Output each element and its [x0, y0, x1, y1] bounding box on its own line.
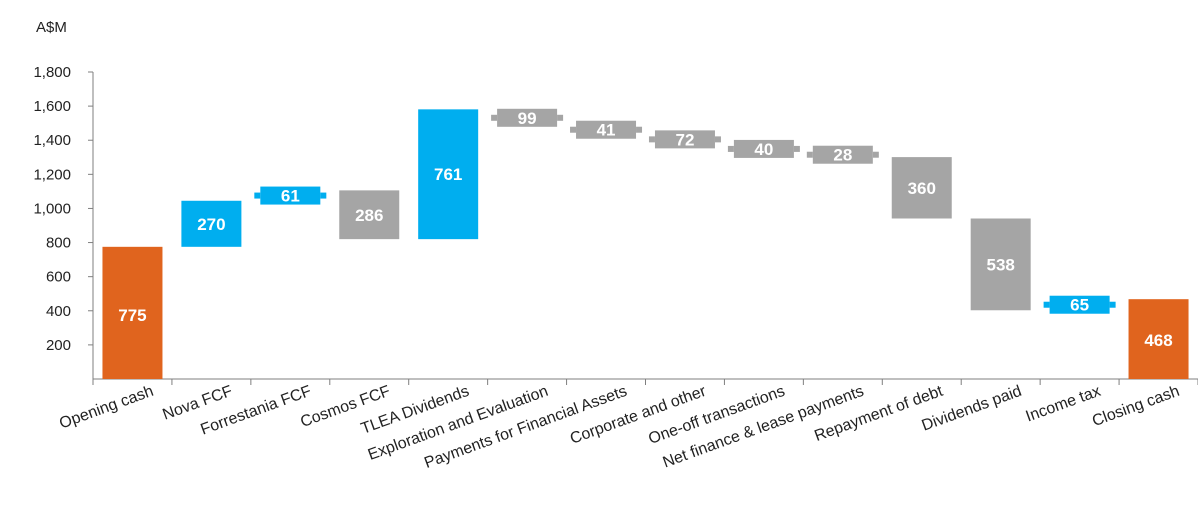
bar-group: 65	[1043, 295, 1116, 315]
bar	[497, 108, 558, 127]
bar-connector-stub	[570, 126, 577, 133]
bar	[812, 145, 873, 164]
bar-group: 468	[1128, 299, 1189, 379]
y-tick-label: 1,800	[33, 64, 71, 81]
bar-value-label: 286	[355, 206, 383, 225]
bar	[339, 190, 400, 240]
y-tick-label: 400	[46, 303, 71, 320]
y-tick-label: 1,400	[33, 132, 71, 149]
bar-group: 99	[491, 108, 564, 128]
bar-value-label: 65	[1070, 296, 1089, 315]
bar-group: 775	[102, 246, 163, 379]
y-tick-label: 1,200	[33, 166, 71, 183]
bar	[260, 186, 321, 205]
unit-label: A$M	[36, 19, 67, 36]
bar-group: 270	[181, 200, 242, 247]
bar-connector-stub	[1109, 301, 1116, 308]
bar-value-label: 538	[986, 255, 1014, 274]
bar-connector-stub	[320, 192, 327, 199]
bar	[102, 246, 163, 379]
bar-value-label: 61	[281, 187, 300, 206]
category-label: Corporate and other	[568, 383, 709, 448]
bar-connector-stub	[714, 136, 721, 143]
y-axis: 200 400 600 800 1,000 1,200 1,400 1,600 1,800	[33, 64, 94, 379]
bar-connector-stub	[806, 151, 813, 158]
bar-connector-stub	[727, 145, 734, 152]
y-tick-label: 200	[46, 337, 71, 354]
x-axis	[92, 378, 1198, 385]
category-label: Repayment of debt	[812, 383, 945, 445]
bar-group: 61	[254, 186, 327, 206]
bar-value-label: 40	[754, 140, 773, 159]
bar-group: 538	[970, 218, 1031, 311]
bar	[733, 139, 794, 158]
bar-value-label: 41	[597, 121, 616, 140]
bar	[418, 109, 479, 240]
bar-value-label: 360	[908, 179, 936, 198]
bar	[181, 200, 242, 247]
bar-connector-stub	[872, 151, 879, 158]
y-tick-label: 800	[46, 235, 71, 252]
bar-value-label: 761	[434, 165, 462, 184]
bar-value-label: 775	[118, 306, 146, 325]
bar-value-label: 72	[676, 130, 695, 149]
bar	[576, 120, 637, 139]
bar-group: 28	[806, 145, 879, 165]
bar-connector-stub	[254, 192, 261, 199]
bar-value-label: 28	[833, 146, 852, 165]
category-label: Closing cash	[1090, 383, 1182, 430]
y-tick-label: 1,600	[33, 98, 71, 115]
category-label: Opening cash	[57, 383, 156, 433]
bar-value-label: 99	[518, 109, 537, 128]
bar-connector-stub	[636, 126, 643, 133]
y-tick-label: 1,000	[33, 200, 71, 217]
bar	[970, 218, 1031, 311]
bar-value-label: 468	[1144, 331, 1172, 350]
y-tick-label: 600	[46, 269, 71, 286]
bar-group: 41	[570, 120, 643, 140]
bar-connector-stub	[793, 145, 800, 152]
bar-group: 286	[339, 190, 400, 240]
bar	[1049, 295, 1110, 314]
bar	[1128, 299, 1189, 379]
bar-value-label: 270	[197, 215, 225, 234]
bar-group: 72	[648, 130, 721, 149]
bar-connector-stub	[491, 114, 498, 121]
bar	[891, 157, 952, 219]
bar-group: 761	[418, 109, 479, 240]
bar-connector-stub	[648, 136, 655, 143]
bars: 775 270 61 286 761 99 41 72 40 28 360 538 65 468	[102, 108, 1189, 379]
bar-group: 40	[727, 139, 800, 159]
bar	[654, 130, 715, 149]
bar-connector-stub	[1043, 301, 1050, 308]
bar-connector-stub	[557, 114, 564, 121]
bar-group: 360	[891, 157, 952, 219]
